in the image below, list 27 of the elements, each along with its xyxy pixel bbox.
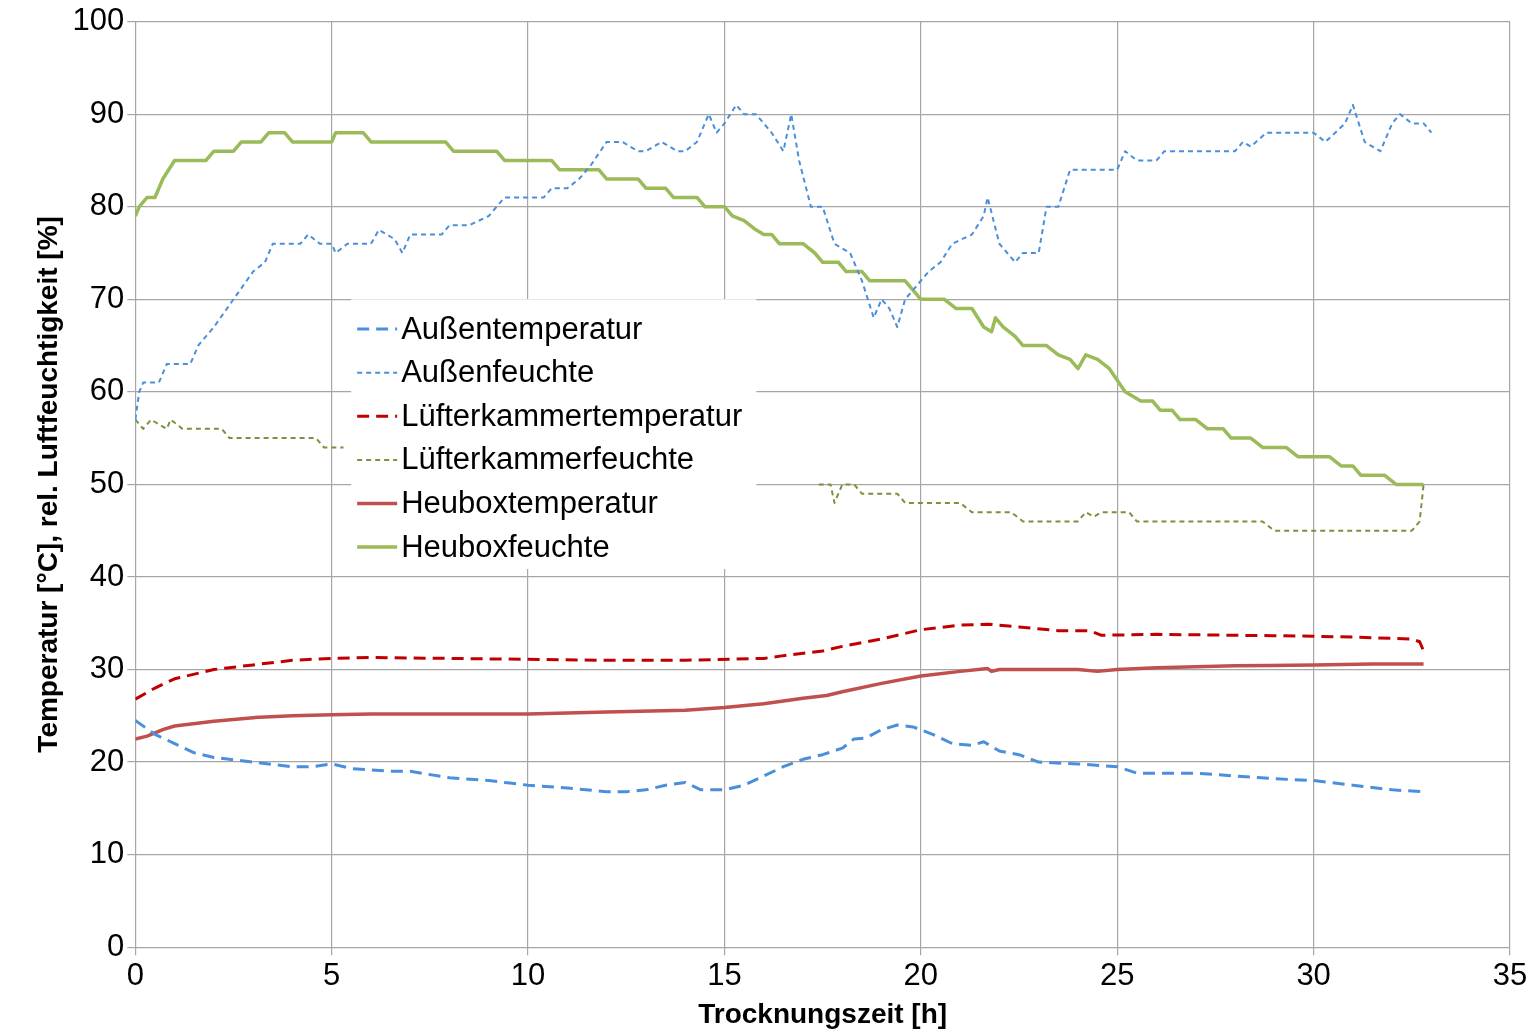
y-tick-label: 10 [89, 835, 125, 871]
x-tick-label: 35 [1492, 957, 1528, 993]
x-tick-label: 20 [903, 957, 939, 993]
y-tick-label: 100 [72, 2, 125, 38]
legend-label: Heuboxfeuchte [401, 528, 610, 564]
x-tick-label: 15 [707, 957, 742, 993]
y-tick-label: 30 [89, 650, 125, 686]
y-axis-title: Temperatur [°C], rel. Luftfeuchtigkeit [%] [31, 216, 63, 753]
x-tick-label: 10 [510, 957, 546, 993]
y-tick-label: 70 [89, 279, 125, 315]
y-tick-label: 20 [89, 742, 125, 778]
y-tick-label: 0 [107, 927, 125, 963]
line-series [135, 622, 1426, 701]
y-tick-label: 50 [89, 464, 125, 500]
y-tick-label: 40 [89, 557, 125, 593]
legend-label: Außentemperatur [401, 310, 643, 346]
y-tick-label: 90 [89, 94, 125, 130]
legend-label: Außenfeuchte [401, 354, 595, 390]
y-tick-label: 60 [89, 372, 125, 408]
x-axis-title: Trocknungszeit [h] [698, 997, 948, 1029]
x-tick-label: 30 [1296, 957, 1331, 993]
legend-label: Heuboxtemperatur [401, 485, 658, 521]
x-tick-label: 25 [1099, 957, 1135, 993]
x-tick-label: 5 [323, 957, 341, 993]
legend-label: Lüfterkammertemperatur [401, 397, 743, 433]
legend-label: Lüfterkammerfeuchte [401, 441, 695, 477]
y-tick-label: 80 [89, 187, 125, 223]
